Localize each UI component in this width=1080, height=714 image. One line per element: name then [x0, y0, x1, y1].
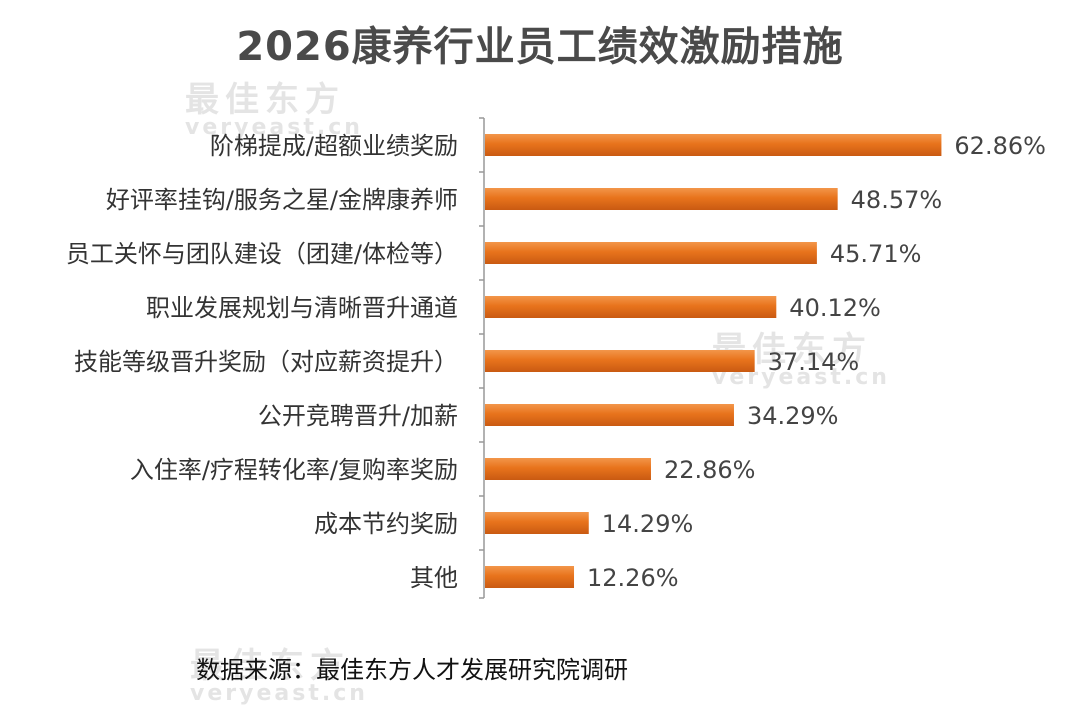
- watermark-cn: 最佳东方: [190, 646, 350, 686]
- watermark-cn: 最佳东方: [185, 80, 345, 120]
- category-label: 入住率/疗程转化率/复购率奖励: [130, 456, 458, 484]
- bar: [485, 566, 575, 588]
- bar: [485, 404, 734, 426]
- value-label: 22.86%: [664, 456, 756, 484]
- bars-layer: 62.86% 48.57% 45.71% 40.12% 37.14% 34.29% 22.8…: [485, 132, 1046, 592]
- bar: [485, 296, 777, 318]
- value-label: 12.26%: [587, 564, 679, 592]
- bar: [485, 242, 817, 264]
- watermark-logo: 最佳东方 veryeast.cn: [190, 638, 368, 706]
- value-label: 34.29%: [747, 402, 839, 430]
- category-label: 技能等级晋升奖励（对应薪资提升）: [74, 348, 458, 376]
- category-label: 公开竞聘晋升/加薪: [258, 402, 458, 430]
- value-label: 62.86%: [954, 132, 1046, 160]
- category-label: 员工关怀与团队建设（团建/体检等）: [66, 240, 458, 268]
- bar: [485, 458, 651, 480]
- y-axis: 阶梯提成/超额业绩奖励好评率挂钩/服务之星/金牌康养师员工关怀与团队建设（团建/…: [66, 117, 485, 599]
- bar: [485, 188, 838, 210]
- value-label: 37.14%: [768, 348, 860, 376]
- value-label: 45.71%: [830, 240, 922, 268]
- chart-title: 2026康养行业员工绩效激励措施: [236, 24, 844, 70]
- watermark-en: veryeast.cn: [185, 115, 363, 140]
- bar: [485, 512, 589, 534]
- category-label: 成本节约奖励: [314, 510, 458, 538]
- watermark-logo: 最佳东方 veryeast.cn: [185, 72, 363, 140]
- category-label: 好评率挂钩/服务之星/金牌康养师: [106, 186, 458, 214]
- value-label: 40.12%: [789, 294, 881, 322]
- category-label: 职业发展规划与清晰晋升通道: [146, 294, 458, 322]
- category-label: 阶梯提成/超额业绩奖励: [210, 132, 458, 160]
- watermark-en: veryeast.cn: [190, 681, 368, 706]
- data-source-note: 数据来源：最佳东方人才发展研究院调研: [196, 656, 628, 684]
- value-label: 14.29%: [602, 510, 694, 538]
- value-label: 48.57%: [851, 186, 943, 214]
- bar: [485, 350, 755, 372]
- bar: [485, 134, 942, 156]
- category-label: 其他: [410, 564, 458, 592]
